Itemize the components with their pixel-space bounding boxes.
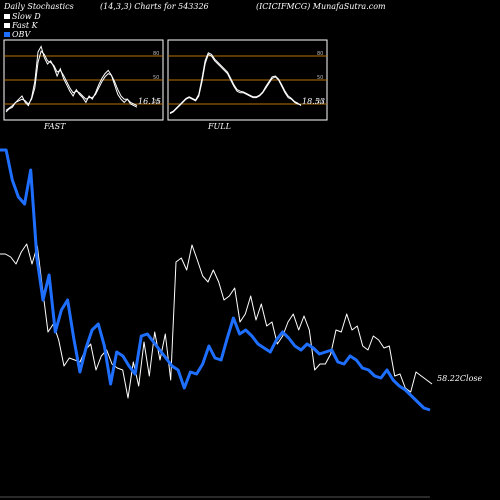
header-center: (14,3,3) Charts for 543326 [100,2,209,11]
fast-panel-label: FAST [43,122,66,131]
full-stochastic-panel: 20 50 80 18.53 FULL [167,39,328,131]
fast-last-value: 16.15 [138,97,161,106]
full-series-line-1 [169,52,302,114]
close-last-value-suffix: Close [460,374,483,383]
legend-swatch-slow-d [4,14,10,19]
header-right: (ICICIFMCG) MunafaSutra.com [256,2,386,11]
close-last-value-number: 58.22 [437,374,460,383]
fast-level-tick-50: 50 [153,75,159,81]
header-left: Daily Stochastics [3,2,74,11]
fast-level-tick-20: 20 [153,99,159,105]
legend-label-slow-d: Slow D [12,12,41,21]
fast-series-line-0 [5,45,138,113]
full-level-tick-80: 80 [317,51,323,57]
obv-line [0,148,431,412]
close-price-line [0,243,433,399]
legend-label-obv: OBV [12,30,31,39]
legend: Slow D Fast K OBV [4,12,41,39]
fast-stochastic-panel: 20 50 80 16.15 FAST [3,39,164,131]
full-last-value: 18.53 [302,97,325,106]
full-level-tick-50: 50 [317,75,323,81]
legend-swatch-fast-k [4,23,10,28]
full-level-tick-20: 20 [317,99,323,105]
close-last-value: 58.22Close [437,374,483,383]
legend-label-fast-k: Fast K [11,21,39,30]
full-panel-label: FULL [207,122,231,131]
fast-level-tick-80: 80 [153,51,159,57]
fast-series-line-1 [5,50,138,111]
legend-swatch-obv [4,32,10,37]
price-obv-panel: 58.22Close [0,148,483,498]
